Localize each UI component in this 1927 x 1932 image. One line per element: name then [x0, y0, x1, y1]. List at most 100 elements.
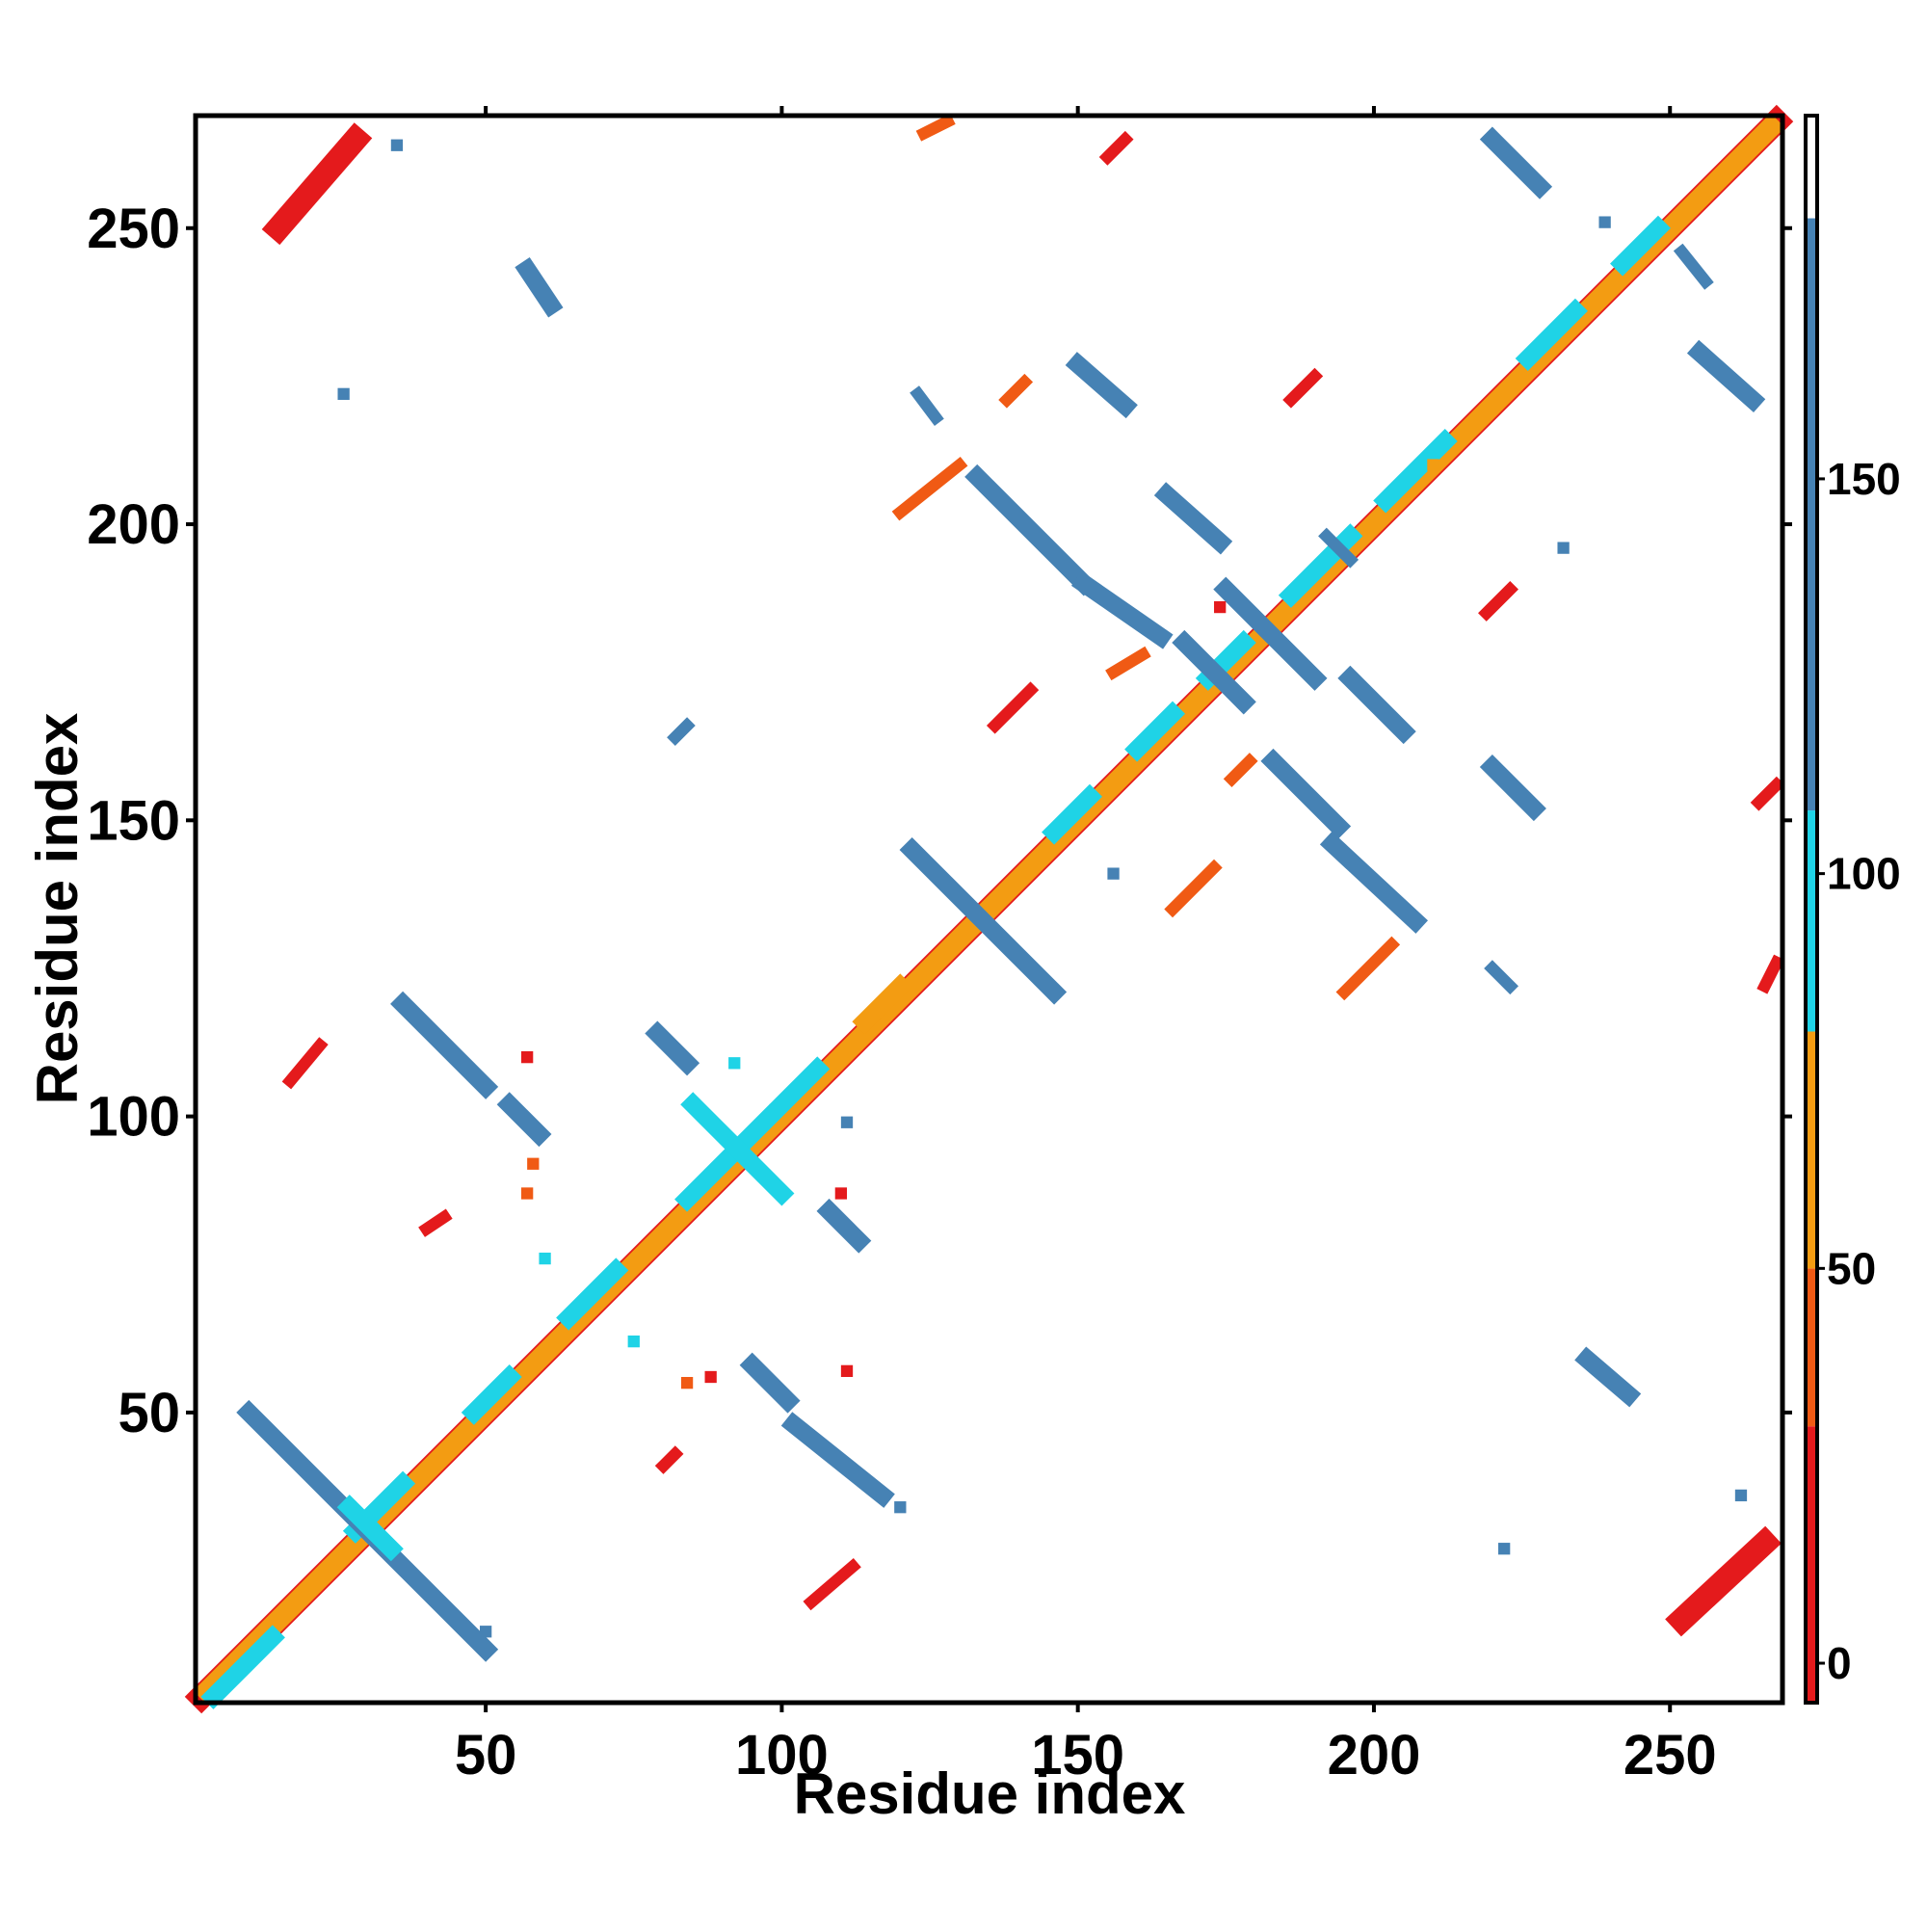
contact-segment-62 — [1484, 960, 1518, 995]
contact-segment-21 — [390, 991, 499, 1099]
contact-point-3 — [1107, 867, 1120, 880]
contact-segment-1 — [198, 119, 1785, 1706]
contact-segment-26 — [739, 1352, 801, 1414]
contact-segment-41 — [1574, 1346, 1642, 1408]
contact-segment-47 — [891, 456, 968, 521]
contact-segment-16 — [1610, 215, 1671, 277]
contact-segment-6 — [556, 1257, 629, 1331]
y-tick-label-3: 200 — [87, 493, 180, 556]
contact-segment-57 — [1478, 580, 1518, 622]
contact-point-21 — [1427, 459, 1439, 471]
contact-segment-3 — [200, 1625, 285, 1709]
x-tick-label-4: 250 — [1623, 1724, 1717, 1786]
contact-point-12 — [539, 1252, 551, 1265]
contact-segment-9 — [852, 973, 913, 1035]
contact-point-1 — [337, 387, 350, 400]
contact-segment-48 — [915, 113, 956, 142]
contact-point-5 — [1498, 1543, 1511, 1555]
colorbar-band-3 — [1806, 810, 1817, 1032]
colorbar-band-5 — [1806, 116, 1817, 219]
contact-point-10 — [728, 1057, 741, 1070]
contact-point-16 — [704, 1370, 717, 1384]
contact-segment-42 — [515, 257, 564, 318]
contact-segment-27 — [780, 1412, 895, 1508]
contact-segment-14 — [1373, 428, 1458, 514]
contact-segment-64 — [667, 717, 696, 746]
contact-segment-39 — [1479, 126, 1553, 199]
contact-segment-37 — [1319, 831, 1429, 934]
contact-point-18 — [840, 1364, 854, 1377]
contact-point-2 — [1598, 216, 1611, 228]
contact-point-11 — [627, 1335, 640, 1348]
contact-segment-18 — [1665, 1525, 1782, 1637]
contact-segment-33 — [1172, 629, 1256, 715]
y-tick-label-2: 150 — [87, 789, 180, 852]
contact-segment-58 — [1750, 776, 1785, 811]
contact-segment-28 — [899, 837, 1068, 1005]
contact-segment-20 — [336, 1495, 404, 1562]
colorbar-tick-label-1: 50 — [1827, 1243, 1876, 1293]
x-tick-label-1: 100 — [735, 1724, 829, 1786]
colorbar-band-2 — [1806, 1031, 1817, 1269]
contact-segment-38 — [1479, 754, 1546, 822]
contact-segment-25 — [816, 1198, 872, 1254]
contact-segment-46 — [803, 1557, 861, 1611]
contact-segment-15 — [1515, 298, 1588, 372]
contact-segment-43 — [281, 1037, 329, 1090]
contact-segment-55 — [1282, 367, 1324, 409]
contact-segment-63 — [1673, 243, 1714, 290]
contact-segment-53 — [1164, 859, 1223, 918]
contact-segment-50 — [1098, 130, 1134, 166]
x-axis-ticks: 50 100 150 200 250 — [455, 106, 1717, 1786]
colorbar-band-1 — [1806, 1268, 1817, 1427]
contact-segment-30 — [1071, 570, 1174, 649]
x-tick-label-3: 200 — [1328, 1724, 1421, 1786]
contact-segment-52 — [1105, 646, 1151, 681]
contact-segment-45 — [654, 1445, 684, 1474]
plot-frame — [193, 113, 1785, 1706]
contact-segment-44 — [418, 1208, 453, 1237]
contact-point-0 — [390, 139, 404, 151]
contact-segment-60 — [910, 385, 944, 427]
contact-segment-5 — [461, 1363, 522, 1425]
y-tick-label-1: 100 — [87, 1086, 180, 1149]
contact-segment-23 — [645, 1020, 700, 1076]
colorbar-tick-label-2: 100 — [1827, 849, 1901, 899]
contact-point-8 — [479, 1626, 492, 1638]
contact-segment-40 — [1686, 339, 1766, 412]
x-tick-label-2: 150 — [1031, 1724, 1124, 1786]
contact-segment-59 — [1756, 954, 1785, 994]
plot-marks — [184, 104, 1794, 1714]
y-tick-label-4: 250 — [87, 198, 180, 260]
contact-segment-54 — [1223, 753, 1258, 787]
contact-segment-7 — [674, 1103, 783, 1212]
contact-segment-10 — [1042, 783, 1103, 845]
contact-segment-32 — [1153, 482, 1233, 555]
contact-segment-51 — [998, 373, 1034, 409]
contact-point-15 — [527, 1157, 540, 1170]
contact-segment-49 — [986, 681, 1040, 734]
contact-segment-31 — [1065, 352, 1138, 419]
contact-segment-8 — [769, 1056, 831, 1118]
contact-segment-56 — [1335, 936, 1401, 1001]
colorbar: 0 50 100 150 — [1804, 114, 1901, 1705]
colorbar-band-4 — [1806, 218, 1817, 811]
contact-point-9 — [840, 1116, 854, 1128]
y-axis-label: Residue index — [25, 713, 90, 1105]
y-axis-ticks: 50 100 150 200 250 — [87, 198, 1792, 1444]
contact-segment-11 — [1124, 701, 1186, 762]
contact-point-6 — [1734, 1489, 1748, 1502]
contact-point-20 — [1214, 600, 1227, 614]
contact-segment-22 — [496, 1092, 552, 1148]
contact-segment-35 — [1337, 665, 1416, 745]
x-tick-label-0: 50 — [455, 1724, 517, 1786]
contact-point-14 — [521, 1050, 534, 1064]
contact-point-4 — [1557, 542, 1570, 554]
contact-point-19 — [834, 1187, 848, 1200]
contact-segment-29 — [964, 463, 1096, 596]
colorbar-tick-label-3: 150 — [1827, 454, 1901, 504]
contact-segment-24 — [680, 1092, 795, 1206]
